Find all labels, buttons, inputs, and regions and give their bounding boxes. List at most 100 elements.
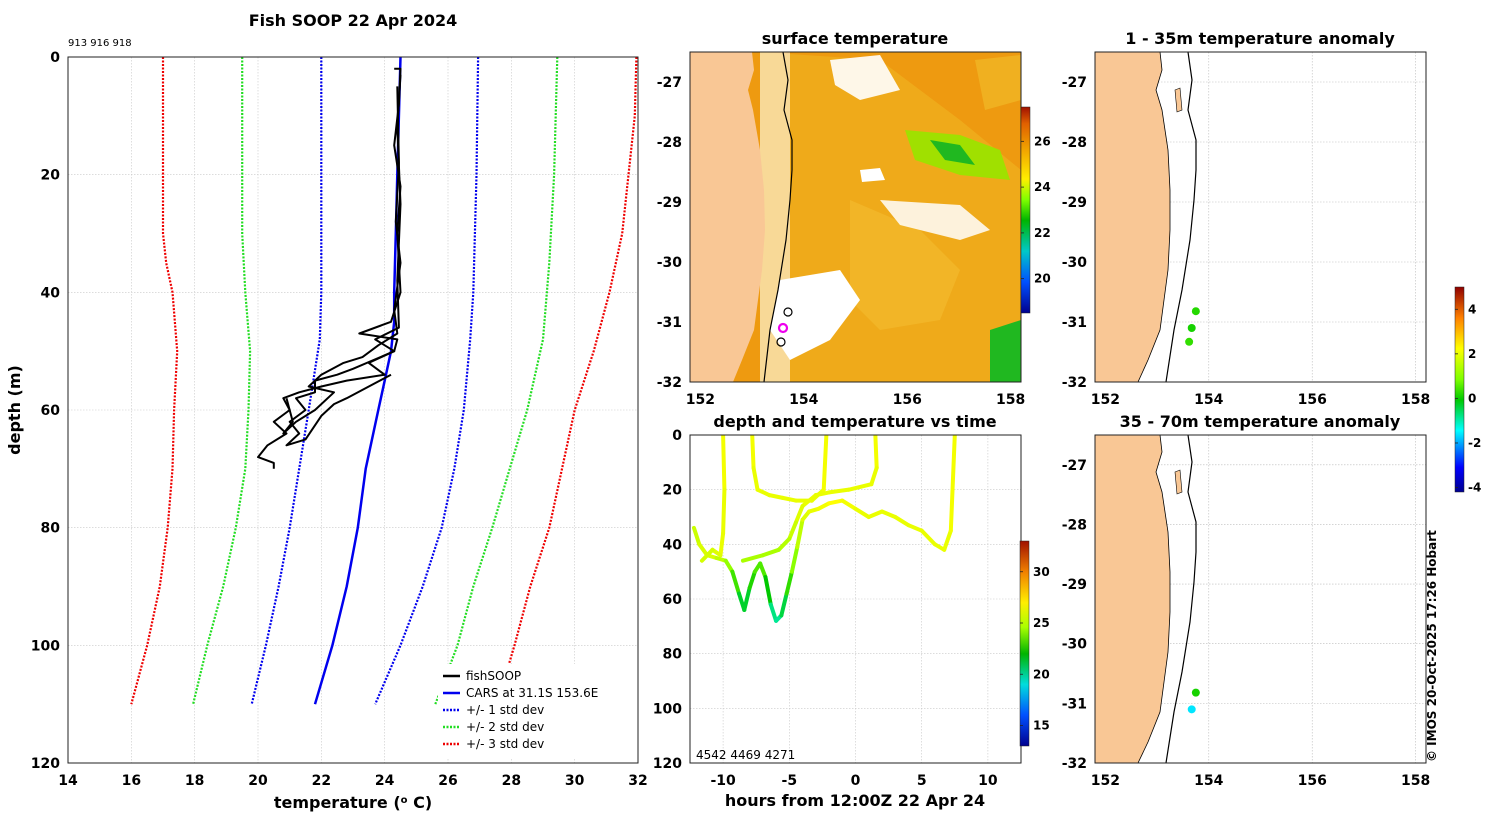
track-segment bbox=[742, 586, 752, 612]
time-track bbox=[691, 435, 957, 623]
track-segment bbox=[893, 515, 911, 528]
anomaly-point bbox=[1187, 705, 1196, 714]
x-tick-label: 0 bbox=[851, 773, 861, 789]
colorbar-tick-label: 15 bbox=[1033, 719, 1050, 733]
track-segment bbox=[721, 487, 727, 536]
colorbar-tick-label: 30 bbox=[1033, 565, 1050, 579]
time-track bbox=[740, 435, 879, 563]
y-tick-label: -31 bbox=[1062, 315, 1087, 331]
x-tick-label: 14 bbox=[58, 773, 78, 789]
x-tick-label: 154 bbox=[789, 392, 818, 408]
y-tick-label: -29 bbox=[657, 195, 682, 211]
sst-map-panel: surface temperature 152 154 156 158 -27 -28 -2… bbox=[657, 29, 1051, 408]
profile-legend: fishSOOP CARS at 31.1S 153.6E +/- 1 std … bbox=[438, 664, 636, 758]
x-tick-label: 30 bbox=[565, 773, 585, 789]
profile-title: Fish SOOP 22 Apr 2024 bbox=[249, 11, 458, 30]
series--3-std bbox=[130, 57, 179, 705]
y-tick-label: -30 bbox=[1062, 255, 1088, 271]
track-segment bbox=[747, 569, 757, 591]
track-segment bbox=[779, 591, 789, 618]
y-tick-label: 0 bbox=[50, 50, 60, 66]
x-tick-label: 28 bbox=[502, 773, 521, 789]
track-segment bbox=[789, 545, 800, 574]
station-marker bbox=[783, 307, 793, 317]
profile-panel: Fish SOOP 22 Apr 2024 913 916 918 14 16 18… bbox=[5, 11, 648, 812]
x-tick-label: 22 bbox=[312, 773, 331, 789]
y-tick-label: 120 bbox=[31, 756, 60, 772]
track-segment bbox=[906, 523, 924, 533]
x-tick-label: 156 bbox=[1298, 392, 1327, 408]
track-segment bbox=[821, 435, 829, 492]
series-cars bbox=[313, 57, 402, 705]
track-segment bbox=[699, 547, 715, 563]
track-segment bbox=[721, 435, 727, 492]
legend-1std: +/- 1 std dev bbox=[466, 703, 544, 717]
time-annotation: 4542 4469 4271 bbox=[696, 748, 795, 762]
y-tick-label: -32 bbox=[1062, 375, 1087, 391]
colorbar-tick-label: 20 bbox=[1034, 272, 1051, 286]
y-tick-label: 80 bbox=[663, 647, 683, 663]
y-tick-label: -29 bbox=[1062, 195, 1087, 211]
y-tick-label: 0 bbox=[672, 428, 682, 444]
track-segment bbox=[763, 575, 773, 607]
legend-2std: +/- 2 std dev bbox=[466, 720, 544, 734]
legend-cars: CARS at 31.1S 153.6E bbox=[466, 686, 598, 700]
track-segment bbox=[723, 558, 735, 574]
time-xlabel: hours from 12:00Z 22 Apr 24 bbox=[725, 791, 985, 810]
track-segment bbox=[942, 528, 953, 552]
track-segment bbox=[768, 602, 779, 623]
track-segment bbox=[767, 493, 785, 500]
legend-fishsoop: fishSOOP bbox=[466, 669, 521, 683]
anomaly-deep-points bbox=[1187, 688, 1200, 714]
x-tick-label: -5 bbox=[782, 773, 798, 789]
x-tick-label: 5 bbox=[917, 773, 927, 789]
y-tick-label: -28 bbox=[657, 135, 682, 151]
x-tick-label: 158 bbox=[1401, 773, 1430, 789]
colorbar-tick-label: 4 bbox=[1468, 302, 1476, 316]
track-segment bbox=[795, 517, 805, 550]
colorbar-tick-label: 2 bbox=[1468, 347, 1476, 361]
series-fishsoop-c bbox=[282, 86, 402, 435]
y-tick-label: -30 bbox=[1062, 637, 1088, 653]
shelf-contour bbox=[763, 52, 793, 382]
y-tick-label: -29 bbox=[1062, 577, 1087, 593]
x-tick-label: 152 bbox=[1091, 392, 1120, 408]
track-segment bbox=[800, 493, 818, 509]
profile-axes-box bbox=[67, 56, 639, 764]
series-fishsoop-b bbox=[285, 74, 402, 447]
track-segment bbox=[750, 435, 756, 470]
track-segment bbox=[948, 435, 957, 533]
time-series bbox=[691, 435, 957, 623]
anomaly-deep-map bbox=[1095, 435, 1426, 763]
y-tick-label: -30 bbox=[657, 255, 683, 271]
track-segment bbox=[853, 506, 871, 519]
x-tick-label: 24 bbox=[375, 773, 395, 789]
track-segment bbox=[869, 465, 879, 487]
profile-grid bbox=[67, 56, 639, 764]
y-tick-label: -28 bbox=[1062, 517, 1087, 533]
x-tick-label: 20 bbox=[248, 773, 268, 789]
anomaly-shallow-map bbox=[1095, 52, 1426, 382]
colorbar-tick-label: 26 bbox=[1034, 134, 1051, 148]
x-tick-label: 158 bbox=[996, 392, 1025, 408]
current-station-marker bbox=[777, 322, 789, 334]
sst-ticks: 152 154 156 158 -27 -28 -29 -30 -31 -32 bbox=[657, 75, 1026, 408]
track-segment bbox=[730, 569, 741, 596]
y-tick-label: -27 bbox=[657, 75, 682, 91]
profile-ticks: 14 16 18 20 22 24 26 28 30 32 0 20 40 60 80 100 120 bbox=[31, 50, 648, 789]
anomaly-point bbox=[1191, 307, 1200, 316]
track-segment bbox=[776, 536, 792, 552]
land bbox=[690, 52, 765, 382]
track-segment bbox=[840, 498, 858, 511]
track-segment bbox=[755, 487, 772, 498]
track-segment bbox=[919, 528, 937, 547]
x-tick-label: 152 bbox=[1091, 773, 1120, 789]
y-tick-label: 20 bbox=[41, 168, 61, 184]
colorbar-tick-label: -4 bbox=[1468, 481, 1481, 495]
y-tick-label: 80 bbox=[41, 521, 61, 537]
track-segment bbox=[827, 487, 851, 495]
track-segment bbox=[758, 561, 768, 580]
anomaly-point bbox=[1187, 324, 1196, 332]
anomaly-shallow-panel: 1 - 35m temperature anomaly 152 154 156 158… bbox=[1062, 29, 1431, 408]
